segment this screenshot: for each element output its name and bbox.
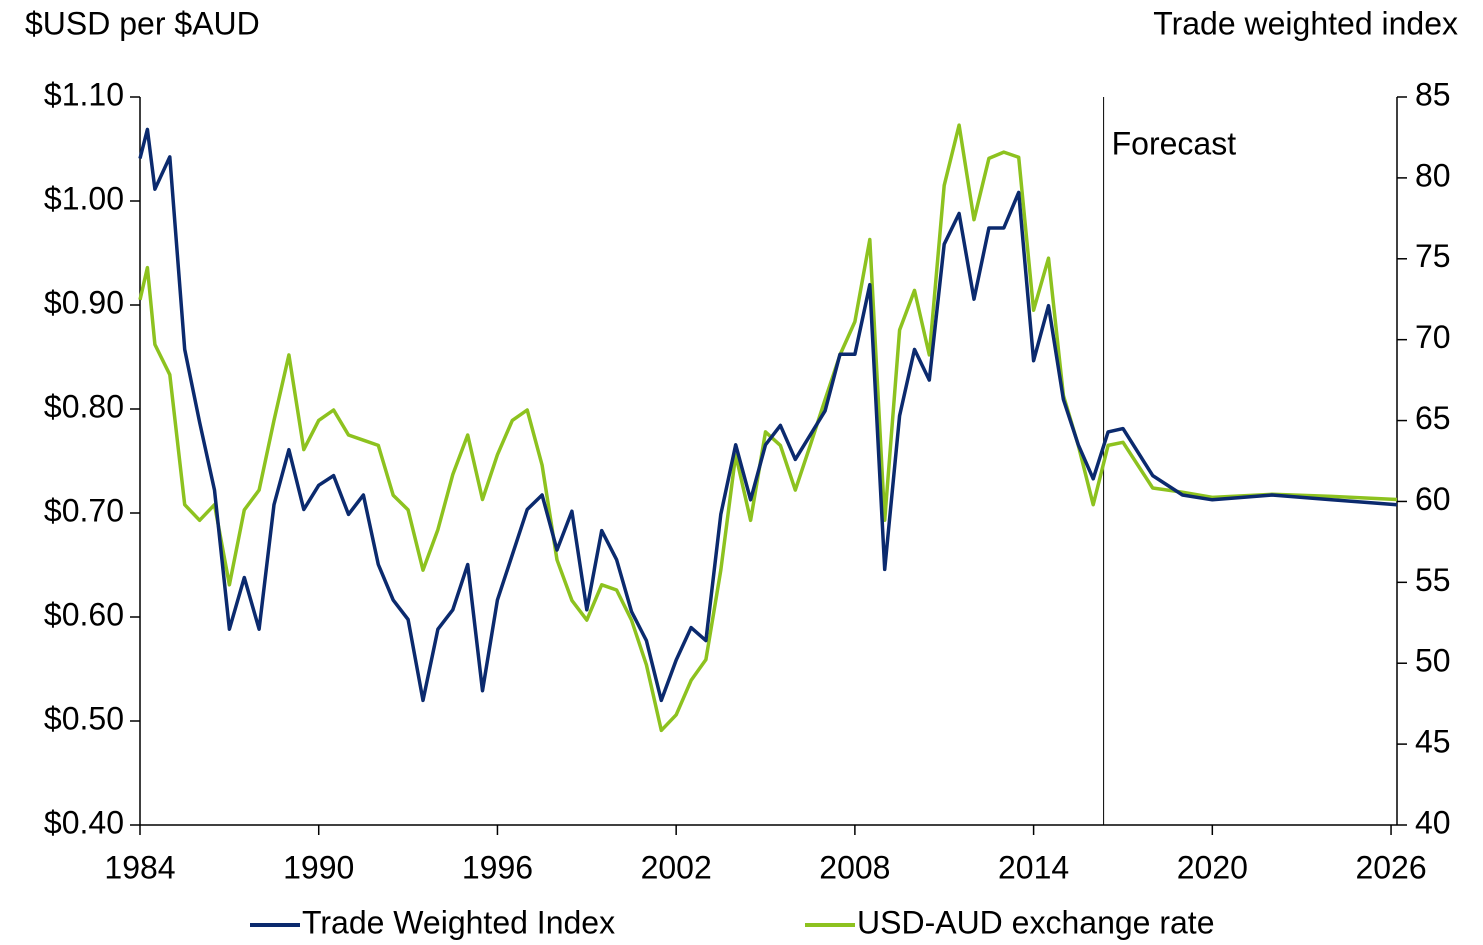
- x-tick-label: 2026: [1355, 849, 1426, 885]
- y2-tick-label: 80: [1415, 157, 1451, 193]
- y2-tick-label: 40: [1415, 804, 1451, 840]
- series-line: [138, 127, 1398, 703]
- x-tick-label: 2008: [819, 849, 890, 885]
- y-tick-label: $0.80: [44, 388, 124, 424]
- series-line: [138, 123, 1398, 733]
- y2-tick-label: 70: [1415, 319, 1451, 355]
- y2-axis-title: Trade weighted index: [1153, 5, 1458, 41]
- y2-tick-label: 60: [1415, 481, 1451, 517]
- y-tick-label: $0.90: [44, 284, 124, 320]
- y2-tick-label: 85: [1415, 76, 1451, 112]
- y2-tick-label: 65: [1415, 400, 1451, 436]
- y2-tick-label: 55: [1415, 562, 1451, 598]
- x-tick-label: 1990: [283, 849, 354, 885]
- legend-label: Trade Weighted Index: [302, 904, 615, 940]
- legend-label: USD-AUD exchange rate: [857, 904, 1214, 940]
- y-axis-title: $USD per $AUD: [25, 5, 260, 41]
- y2-tick-label: 45: [1415, 724, 1451, 760]
- y-tick-label: $1.00: [44, 180, 124, 216]
- x-tick-label: 2002: [641, 849, 712, 885]
- y-tick-label: $0.40: [44, 804, 124, 840]
- y-tick-label: $0.50: [44, 700, 124, 736]
- y2-tick-label: 75: [1415, 238, 1451, 274]
- y-tick-label: $0.70: [44, 492, 124, 528]
- x-tick-label: 1984: [104, 849, 175, 885]
- x-tick-label: 2014: [998, 849, 1069, 885]
- y-tick-label: $1.10: [44, 76, 124, 112]
- y-tick-label: $0.60: [44, 596, 124, 632]
- x-tick-label: 1996: [462, 849, 533, 885]
- y2-tick-label: 50: [1415, 643, 1451, 679]
- x-tick-label: 2020: [1177, 849, 1248, 885]
- forecast-label: Forecast: [1112, 125, 1237, 161]
